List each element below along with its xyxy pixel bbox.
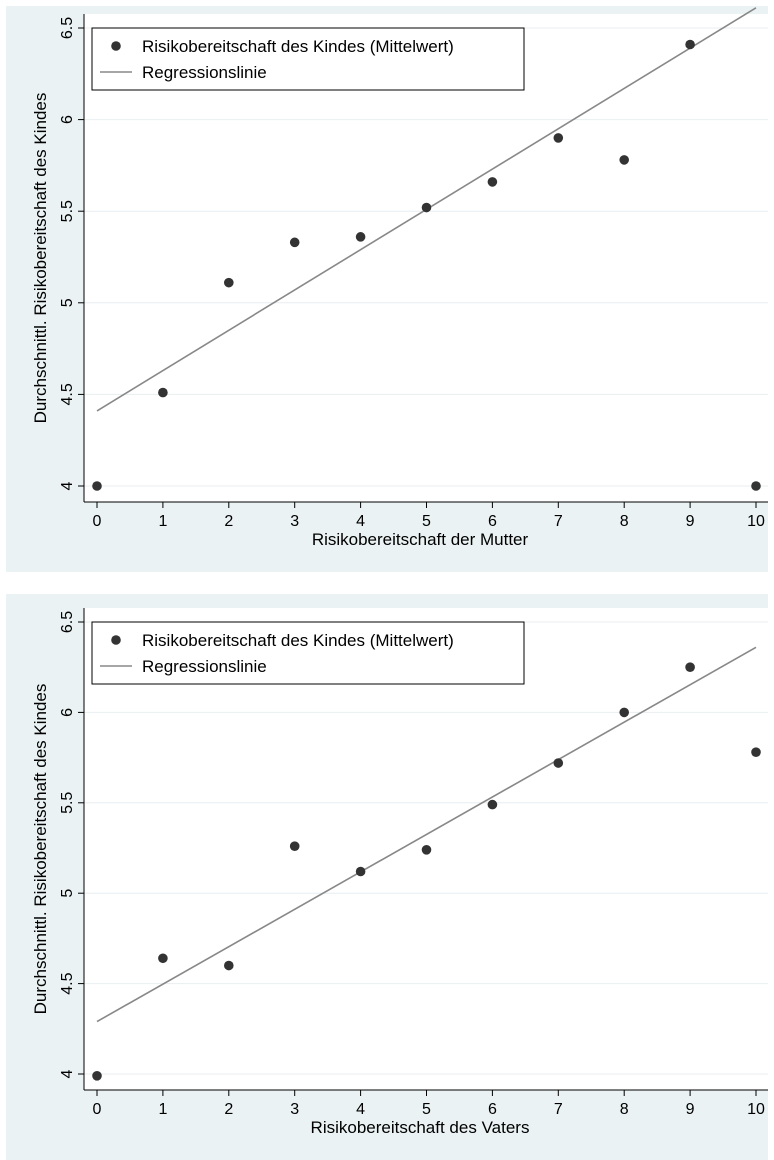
- legend-label-scatter: Risikobereitschaft des Kindes (Mittelwer…: [142, 37, 454, 56]
- data-point: [421, 202, 432, 213]
- data-point: [487, 799, 498, 810]
- x-tick-label: 4: [356, 513, 365, 530]
- x-tick-label: 1: [158, 513, 167, 530]
- legend-box: [91, 621, 525, 685]
- data-point: [553, 133, 564, 143]
- plot-area: [84, 14, 768, 502]
- legend-label-line: Regressionslinie: [142, 657, 267, 676]
- x-tick-label: 2: [224, 513, 233, 530]
- chart-panel-father: 0 1 2 3 4 5 6 7 8 9 10 4 4.5 5 5.5 6 6.5 Risikobereitscha…: [6, 594, 768, 1160]
- regression-line: [96, 646, 757, 1023]
- data-point: [224, 960, 234, 971]
- data-point: [289, 841, 300, 851]
- y-tick-label: 4: [59, 1069, 76, 1078]
- y-axis-label: Durchschnittl. Risikobereitschaft des Ki…: [31, 93, 50, 424]
- data-point: [158, 953, 168, 964]
- x-tick-label: 8: [620, 1101, 629, 1118]
- y-tick-label: 6.5: [59, 17, 76, 39]
- x-tick-label: 3: [290, 513, 299, 530]
- x-axis-label: Risikobereitschaft des Vaters: [311, 1118, 530, 1137]
- data-point: [751, 747, 761, 757]
- y-tick-label: 4: [59, 481, 76, 490]
- y-tick-label: 6: [59, 115, 76, 124]
- data-point: [355, 232, 366, 242]
- x-tick-label: 4: [356, 1101, 365, 1118]
- legend-box: [91, 27, 525, 91]
- data-point: [685, 662, 695, 672]
- x-tick-label: 6: [488, 513, 497, 530]
- legend-label-line: Regressionslinie: [142, 63, 267, 82]
- data-point: [751, 481, 761, 491]
- data-point: [619, 155, 629, 165]
- y-tick-label: 5.5: [59, 200, 76, 222]
- x-tick-label: 7: [554, 1101, 563, 1118]
- y-axis-label: Durchschnittl. Risikobereitschaft des Ki…: [31, 684, 50, 1015]
- data-point: [92, 1071, 102, 1081]
- x-tick-label: 5: [422, 1101, 431, 1118]
- y-tick-label: 6.5: [59, 611, 76, 633]
- x-tick-label: 2: [224, 1101, 233, 1118]
- x-tick-label: 0: [93, 1101, 102, 1118]
- data-point: [92, 481, 102, 491]
- data-point: [224, 277, 234, 288]
- x-tick-label: 9: [686, 1101, 695, 1118]
- x-tick-label: 9: [686, 513, 695, 530]
- x-tick-label: 7: [554, 513, 563, 530]
- x-tick-label: 0: [93, 513, 102, 530]
- y-tick-label: 5: [59, 298, 76, 307]
- x-axis-label: Risikobereitschaft der Mutter: [312, 530, 529, 549]
- x-tick-label: 5: [422, 513, 431, 530]
- data-point: [553, 758, 564, 768]
- data-point: [487, 177, 498, 187]
- data-point: [158, 387, 168, 398]
- data-point: [355, 866, 366, 877]
- chart-panel-mother: 0 1 2 3 4 5 6 7 8 9 10 4 4.5 5 5.5 6 6.5 Risikobereitscha…: [6, 6, 768, 572]
- y-tick-label: 6: [59, 708, 76, 717]
- scatter-chart: 0 1 2 3 4 5 6 7 8 9 10 4 4.5 5 5.5 6 6.5 Risikobereitscha…: [31, 608, 768, 1137]
- y-tick-label: 5: [59, 889, 76, 898]
- data-point: [421, 845, 432, 855]
- legend-marker-scatter: [111, 635, 121, 645]
- data-point: [685, 39, 695, 50]
- x-tick-label: 8: [620, 513, 629, 530]
- y-tick-label: 4.5: [59, 972, 76, 994]
- legend-label-scatter: Risikobereitschaft des Kindes (Mittelwer…: [142, 631, 454, 650]
- x-tick-label: 10: [747, 513, 765, 530]
- y-tick-label: 5.5: [59, 792, 76, 814]
- x-tick-label: 10: [747, 1101, 765, 1118]
- legend-marker-scatter: [111, 41, 121, 51]
- data-point: [619, 707, 629, 718]
- scatter-chart: 0 1 2 3 4 5 6 7 8 9 10 4 4.5 5 5.5 6 6.5 Risikobereitscha…: [31, 7, 768, 549]
- x-tick-label: 1: [158, 1101, 167, 1118]
- data-point: [289, 237, 300, 248]
- y-tick-label: 4.5: [59, 383, 76, 405]
- x-tick-label: 3: [290, 1101, 299, 1118]
- x-tick-label: 6: [488, 1101, 497, 1118]
